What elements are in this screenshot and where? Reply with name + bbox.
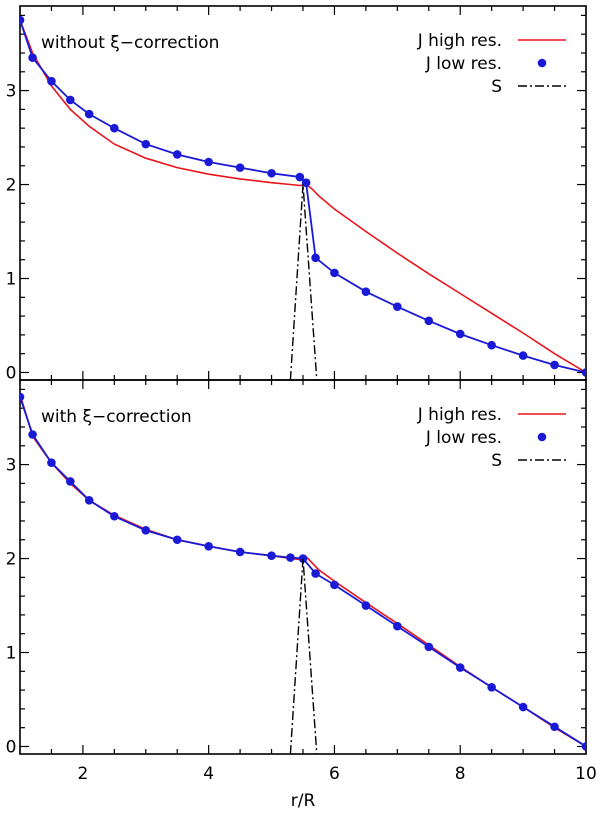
- y-tick-label: 0: [6, 363, 17, 383]
- legend-label: J high res.: [417, 405, 502, 425]
- data-point-j-low-res: [28, 430, 37, 439]
- y-tick-label: 2: [6, 176, 17, 196]
- data-point-j-low-res: [172, 150, 182, 159]
- data-point-j-low-res: [330, 268, 339, 278]
- data-point-j-low-res: [301, 178, 311, 187]
- data-point-j-low-res: [235, 547, 245, 557]
- plot-area: [20, 392, 586, 754]
- data-point-j-low-res: [311, 253, 320, 263]
- plot-area: [20, 15, 586, 380]
- data-point-j-low-res: [141, 526, 151, 535]
- x-tick-label: 6: [329, 764, 340, 784]
- x-tick-label: 10: [575, 764, 597, 784]
- data-point-j-low-res: [581, 368, 586, 377]
- data-point-j-low-res: [455, 663, 465, 672]
- legend-swatch-dot: [537, 58, 547, 68]
- series-line-s: [289, 184, 318, 380]
- data-point-j-low-res: [424, 316, 434, 326]
- data-point-j-low-res: [172, 535, 182, 545]
- x-tick-label: 4: [203, 764, 214, 784]
- data-point-j-low-res: [20, 392, 25, 402]
- series-line-s: [289, 558, 318, 754]
- data-point-j-low-res: [424, 642, 434, 652]
- data-point-j-low-res: [47, 76, 56, 86]
- data-point-j-low-res: [311, 569, 320, 578]
- data-point-j-low-res: [110, 511, 119, 521]
- y-tick-label: 3: [6, 456, 17, 476]
- data-point-j-low-res: [455, 329, 465, 339]
- panel-1: 0 1 2 3 without ξ−correction J high res. J low…: [6, 5, 587, 383]
- data-point-j-low-res: [361, 287, 371, 296]
- data-point-j-low-res: [286, 553, 295, 562]
- panel-title: with ξ−correction: [41, 407, 192, 427]
- data-point-j-low-res: [487, 340, 496, 350]
- data-point-j-low-res: [141, 139, 151, 149]
- data-point-j-low-res: [66, 95, 75, 105]
- panel-title: without ξ−correction: [41, 33, 219, 53]
- y-tick-label: 1: [6, 644, 17, 664]
- data-point-j-low-res: [28, 53, 37, 62]
- data-point-j-low-res: [393, 621, 402, 631]
- data-point-j-low-res: [235, 163, 245, 172]
- data-point-j-low-res: [267, 551, 276, 561]
- x-axis-label: r/R: [291, 791, 316, 811]
- data-point-j-low-res: [84, 495, 94, 505]
- x-tick-label: 8: [455, 764, 466, 784]
- series-line-j-high-res: [20, 19, 586, 374]
- y-tick-label: 2: [6, 550, 17, 570]
- data-point-j-low-res: [204, 542, 213, 551]
- data-point-j-low-res: [204, 157, 213, 167]
- data-point-j-low-res: [110, 123, 119, 133]
- data-point-j-low-res: [330, 580, 339, 590]
- data-point-j-low-res: [20, 15, 25, 25]
- x-tick-label: 2: [77, 764, 88, 784]
- legend-label: J low res.: [425, 428, 502, 448]
- y-tick-label: 0: [6, 737, 17, 757]
- data-point-j-low-res: [518, 351, 528, 360]
- data-point-j-low-res: [518, 702, 528, 712]
- y-tick-label: 3: [6, 82, 17, 102]
- legend-label: J high res.: [417, 31, 502, 51]
- legend-swatch-dot: [537, 432, 547, 442]
- y-tick-label: 1: [6, 270, 17, 290]
- data-point-j-low-res: [295, 172, 305, 182]
- data-point-j-low-res: [487, 682, 496, 692]
- data-point-j-low-res: [393, 302, 402, 312]
- data-point-j-low-res: [84, 109, 94, 119]
- data-point-j-low-res: [550, 360, 559, 370]
- data-point-j-low-res: [66, 477, 75, 486]
- panel-2: 0 1 2 3 with ξ−correction J high res. J low re…: [6, 379, 587, 757]
- data-point-j-low-res: [581, 742, 586, 751]
- legend-label: J low res.: [425, 54, 502, 74]
- legend-label: S: [491, 451, 502, 471]
- data-point-j-low-res: [267, 168, 276, 178]
- legend-label: S: [491, 77, 502, 97]
- data-point-j-low-res: [47, 458, 56, 467]
- data-point-j-low-res: [550, 722, 559, 732]
- data-point-j-low-res: [361, 601, 371, 610]
- series-line-j-low-res: [20, 396, 586, 748]
